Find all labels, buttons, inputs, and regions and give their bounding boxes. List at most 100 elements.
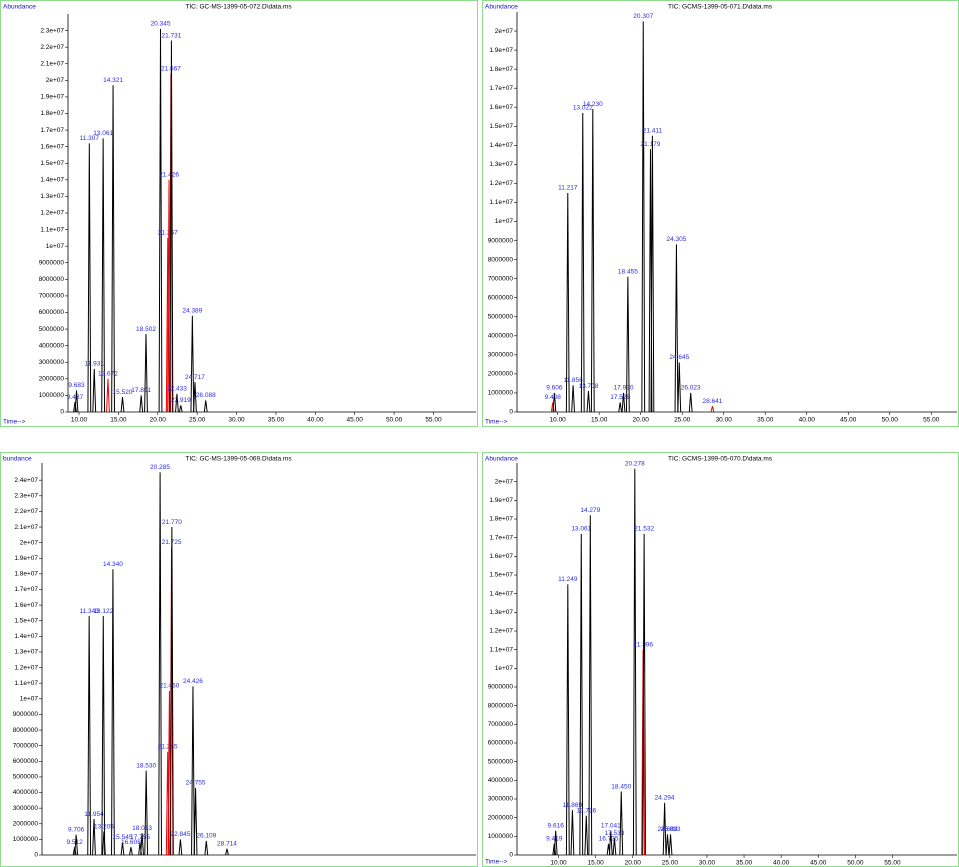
y-tick-label: 1.4e+07: [14, 633, 38, 640]
peak-label: 11.307: [80, 135, 100, 142]
peak: [710, 406, 715, 413]
y-tick-label: 6000000: [488, 294, 514, 301]
x-tick-label: 55.00: [884, 860, 901, 867]
peak: [565, 192, 570, 413]
x-tick-label: 15.00: [591, 417, 608, 424]
y-tick-label: 2.2e+07: [14, 508, 38, 515]
peak-label: 17.755: [130, 834, 150, 841]
x-tick-label: 35.00: [268, 417, 285, 424]
y-tick-label: 4000000: [39, 342, 65, 349]
y-tick-label: 3000000: [39, 359, 65, 366]
y-tick-label: 1.9e+07: [489, 47, 513, 54]
peak: [688, 392, 693, 413]
x-tick-label: 45.00: [840, 417, 857, 424]
peak-label: 24.755: [186, 780, 206, 787]
peak: [584, 815, 589, 856]
x-axis-label: Time-->: [485, 859, 508, 866]
x-tick-label: 15.00: [110, 417, 127, 424]
peak-label: 9.606: [546, 385, 563, 392]
x-tick-label: 30.00: [699, 860, 716, 867]
peak: [72, 847, 77, 856]
peak: [191, 686, 195, 856]
peak-label: 22.845: [170, 831, 190, 838]
peak: [175, 393, 179, 413]
y-tick-label: 1.1e+07: [489, 646, 513, 653]
peak: [158, 472, 162, 856]
peak: [225, 848, 229, 856]
peak: [129, 847, 133, 856]
peak-label: 17.528: [610, 394, 630, 401]
peak-label: 24.683: [658, 826, 678, 833]
peak-label: 26.088: [196, 392, 216, 399]
y-tick-label: 1e+07: [46, 243, 65, 250]
y-tick-label: 1e+07: [495, 218, 514, 225]
peak: [579, 533, 584, 856]
peak: [677, 362, 682, 413]
y-tick-label: 2.1e+07: [40, 60, 64, 67]
peak: [87, 616, 92, 856]
y-tick-label: 1000000: [488, 390, 514, 397]
peak: [74, 834, 79, 856]
y-tick-label: 7000000: [488, 721, 514, 728]
y-axis-label: bundance: [3, 456, 32, 463]
x-tick-label: 20.00: [633, 417, 650, 424]
y-tick-label: 3000000: [488, 796, 514, 803]
peak: [169, 40, 174, 413]
y-tick-label: 7000000: [488, 275, 514, 282]
x-tick-label: 55.00: [923, 417, 940, 424]
y-axis-label: Abundance: [485, 456, 518, 463]
peak: [101, 616, 106, 856]
y-tick-label: 2.3e+07: [40, 27, 64, 34]
peak-label: 13.061: [93, 130, 113, 137]
peak-label: 26.109: [196, 833, 216, 840]
peak-label: 25.093: [661, 826, 681, 833]
peak: [190, 315, 195, 413]
peak: [101, 138, 106, 413]
peak: [621, 392, 626, 413]
peak-label: 18.530: [136, 762, 156, 769]
y-tick-label: 1.3e+07: [489, 609, 513, 616]
peak-label: 11.249: [558, 576, 578, 583]
y-tick-label: 6000000: [13, 758, 39, 765]
y-tick-label: 1000000: [13, 836, 39, 843]
peak: [665, 834, 670, 856]
y-axis-label: Abundance: [485, 4, 518, 11]
peak: [552, 392, 557, 413]
peak-label: 14.279: [580, 507, 600, 514]
peak-label: 11.931: [85, 361, 105, 368]
y-tick-label: 8000000: [39, 276, 65, 283]
peak-label: 9.487: [67, 394, 84, 401]
peak: [73, 401, 77, 413]
peak-label: 13.122: [93, 608, 113, 615]
peak: [580, 112, 585, 413]
x-tick-label: 25.00: [662, 860, 679, 867]
x-tick-label: 45.00: [810, 860, 827, 867]
y-tick-label: 9000000: [488, 237, 514, 244]
y-tick-label: 7000000: [39, 293, 65, 300]
peak-label: 21.460: [159, 683, 179, 690]
peak: [608, 830, 613, 856]
peak: [662, 802, 667, 856]
y-tick-label: 1.4e+07: [40, 177, 64, 184]
x-tick-label: 35.00: [757, 417, 774, 424]
peak-label: 11.343: [79, 608, 99, 615]
peak-label: 13.061: [571, 526, 591, 533]
peak: [120, 842, 125, 856]
x-tick-label: 50.00: [882, 417, 899, 424]
y-tick-label: 2000000: [488, 814, 514, 821]
peak-label: 15.545: [113, 834, 133, 841]
peak: [641, 649, 646, 856]
x-axis-label: Time-->: [485, 419, 508, 426]
peak: [169, 527, 174, 856]
y-tick-label: 1.8e+07: [489, 516, 513, 523]
peak-label: 24.294: [655, 794, 675, 801]
y-tick-label: 3000000: [13, 805, 39, 812]
panel-frame: [482, 452, 959, 867]
peak: [120, 397, 125, 413]
peak-label: 18.502: [136, 326, 156, 333]
y-tick-label: 1.5e+07: [14, 617, 38, 624]
peak: [570, 810, 575, 856]
y-tick-label: 1.8e+07: [40, 110, 64, 117]
peak-label: 17.533: [605, 830, 625, 837]
